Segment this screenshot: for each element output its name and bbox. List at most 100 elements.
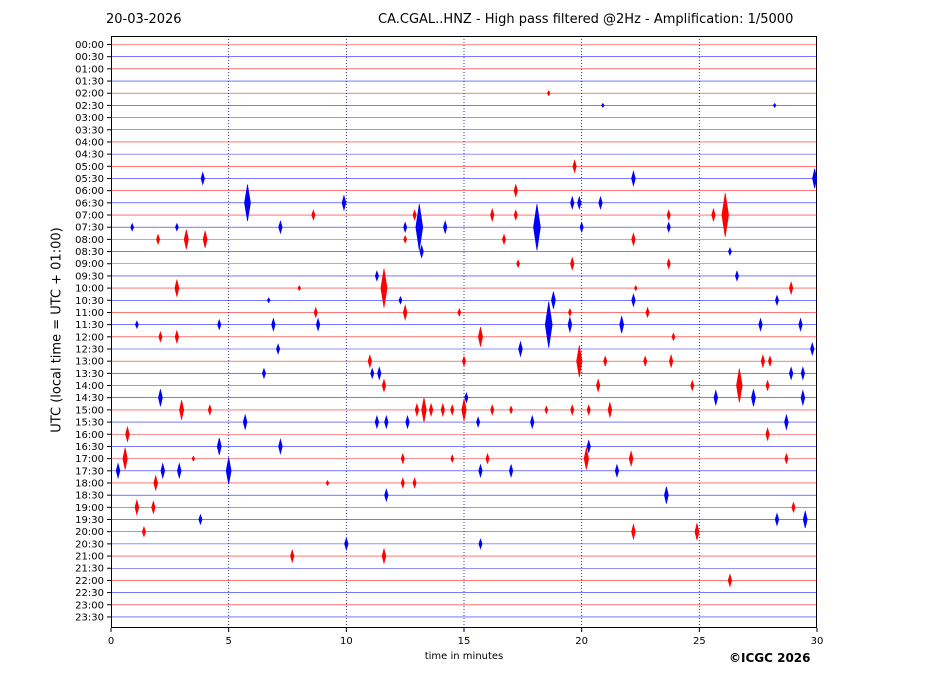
x-tick-label: 15: [458, 636, 471, 647]
y-tick-label: 14:30: [75, 393, 104, 404]
event-burst: [374, 414, 380, 430]
event-burst: [134, 498, 140, 516]
y-tick-label: 03:30: [75, 125, 104, 136]
event-burst: [516, 259, 521, 269]
copyright-label: ©ICGC 2026: [729, 651, 811, 665]
event-burst: [579, 221, 584, 233]
event-burst: [311, 209, 316, 221]
event-burst: [727, 573, 733, 588]
event-burst: [174, 279, 180, 297]
event-burst: [377, 366, 382, 381]
event-burst: [711, 207, 716, 223]
event-burst: [384, 414, 389, 430]
event-burst: [183, 229, 189, 250]
event-burst: [513, 209, 518, 221]
x-tick-label: 25: [693, 636, 706, 647]
event-burst: [666, 257, 671, 270]
event-burst: [736, 368, 743, 403]
event-burst: [464, 391, 469, 404]
event-burst: [207, 404, 212, 416]
event-burst: [381, 547, 387, 565]
event-burst: [478, 463, 483, 478]
y-tick-label: 11:00: [75, 308, 104, 319]
event-burst: [200, 171, 205, 186]
event-burst: [774, 512, 780, 527]
event-burst: [344, 536, 349, 552]
event-burst: [402, 303, 408, 321]
event-burst: [271, 317, 276, 332]
event-burst: [115, 462, 121, 480]
y-tick-label: 07:30: [75, 223, 104, 234]
event-burst: [728, 247, 732, 256]
event-burst: [789, 366, 794, 381]
vertical-grid: [228, 36, 700, 628]
event-burst: [325, 479, 330, 487]
event-burst: [419, 244, 424, 259]
event-burst: [513, 183, 518, 198]
event-burst: [412, 209, 417, 221]
event-burst: [694, 523, 700, 541]
event-burst: [156, 233, 161, 246]
event-burst: [450, 404, 455, 416]
x-axis-ticks: 0 5 10 15 20 25 30: [108, 628, 823, 647]
event-burst: [802, 510, 808, 529]
event-burst: [530, 414, 535, 430]
y-tick-label: 08:00: [75, 235, 104, 246]
event-burst: [217, 318, 222, 331]
y-tick-label: 16:00: [75, 430, 104, 441]
event-burst: [631, 232, 636, 247]
event-burst: [153, 474, 158, 492]
y-tick-label: 02:30: [75, 101, 104, 112]
y-tick-label: 10:00: [75, 284, 104, 295]
event-burst: [151, 500, 156, 515]
y-tick-label: 05:30: [75, 174, 104, 185]
x-tick-label: 5: [225, 636, 231, 647]
y-tick-label: 18:30: [75, 491, 104, 502]
event-burst: [784, 452, 789, 465]
event-burst: [400, 477, 405, 489]
event-burst: [179, 400, 185, 420]
event-burst: [784, 413, 789, 431]
y-tick-label: 01:30: [75, 77, 104, 88]
event-burst: [158, 389, 163, 407]
event-burst: [572, 159, 577, 174]
event-burst: [450, 454, 455, 464]
event-burst: [244, 184, 251, 222]
event-burst: [758, 317, 763, 332]
event-burst: [583, 447, 589, 470]
y-tick-label: 06:00: [75, 186, 104, 197]
event-burst: [570, 195, 575, 210]
event-burst: [631, 169, 636, 187]
event-burst: [544, 301, 553, 348]
y-tick-label: 12:30: [75, 345, 104, 356]
event-burst: [671, 332, 676, 342]
event-burst: [278, 437, 283, 455]
event-burst: [490, 207, 495, 223]
event-burst: [380, 268, 388, 308]
y-tick-label: 19:00: [75, 503, 104, 514]
event-burst: [276, 343, 281, 355]
y-tick-label: 16:30: [75, 442, 104, 453]
event-burst: [440, 402, 445, 418]
event-burst: [765, 427, 770, 442]
event-burst: [414, 402, 420, 418]
event-burst: [384, 488, 389, 503]
event-burst: [765, 379, 770, 392]
y-tick-label: 20:00: [75, 527, 104, 538]
event-burst: [421, 397, 427, 423]
event-burst: [798, 317, 803, 332]
event-burst: [774, 294, 779, 307]
event-burst: [570, 404, 575, 416]
event-burst: [125, 425, 130, 443]
event-burst: [666, 221, 671, 233]
chart-title: CA.CGAL..HNZ - High pass filtered @2Hz -…: [378, 12, 794, 27]
event-burst: [290, 548, 295, 564]
y-tick-label: 10:30: [75, 296, 104, 307]
y-tick-label: 17:00: [75, 454, 104, 465]
y-tick-label: 12:00: [75, 332, 104, 343]
event-burst: [130, 222, 135, 232]
y-tick-label: 22:30: [75, 588, 104, 599]
event-burst: [122, 447, 128, 470]
y-tick-label: 15:30: [75, 418, 104, 429]
event-burst: [598, 195, 603, 210]
